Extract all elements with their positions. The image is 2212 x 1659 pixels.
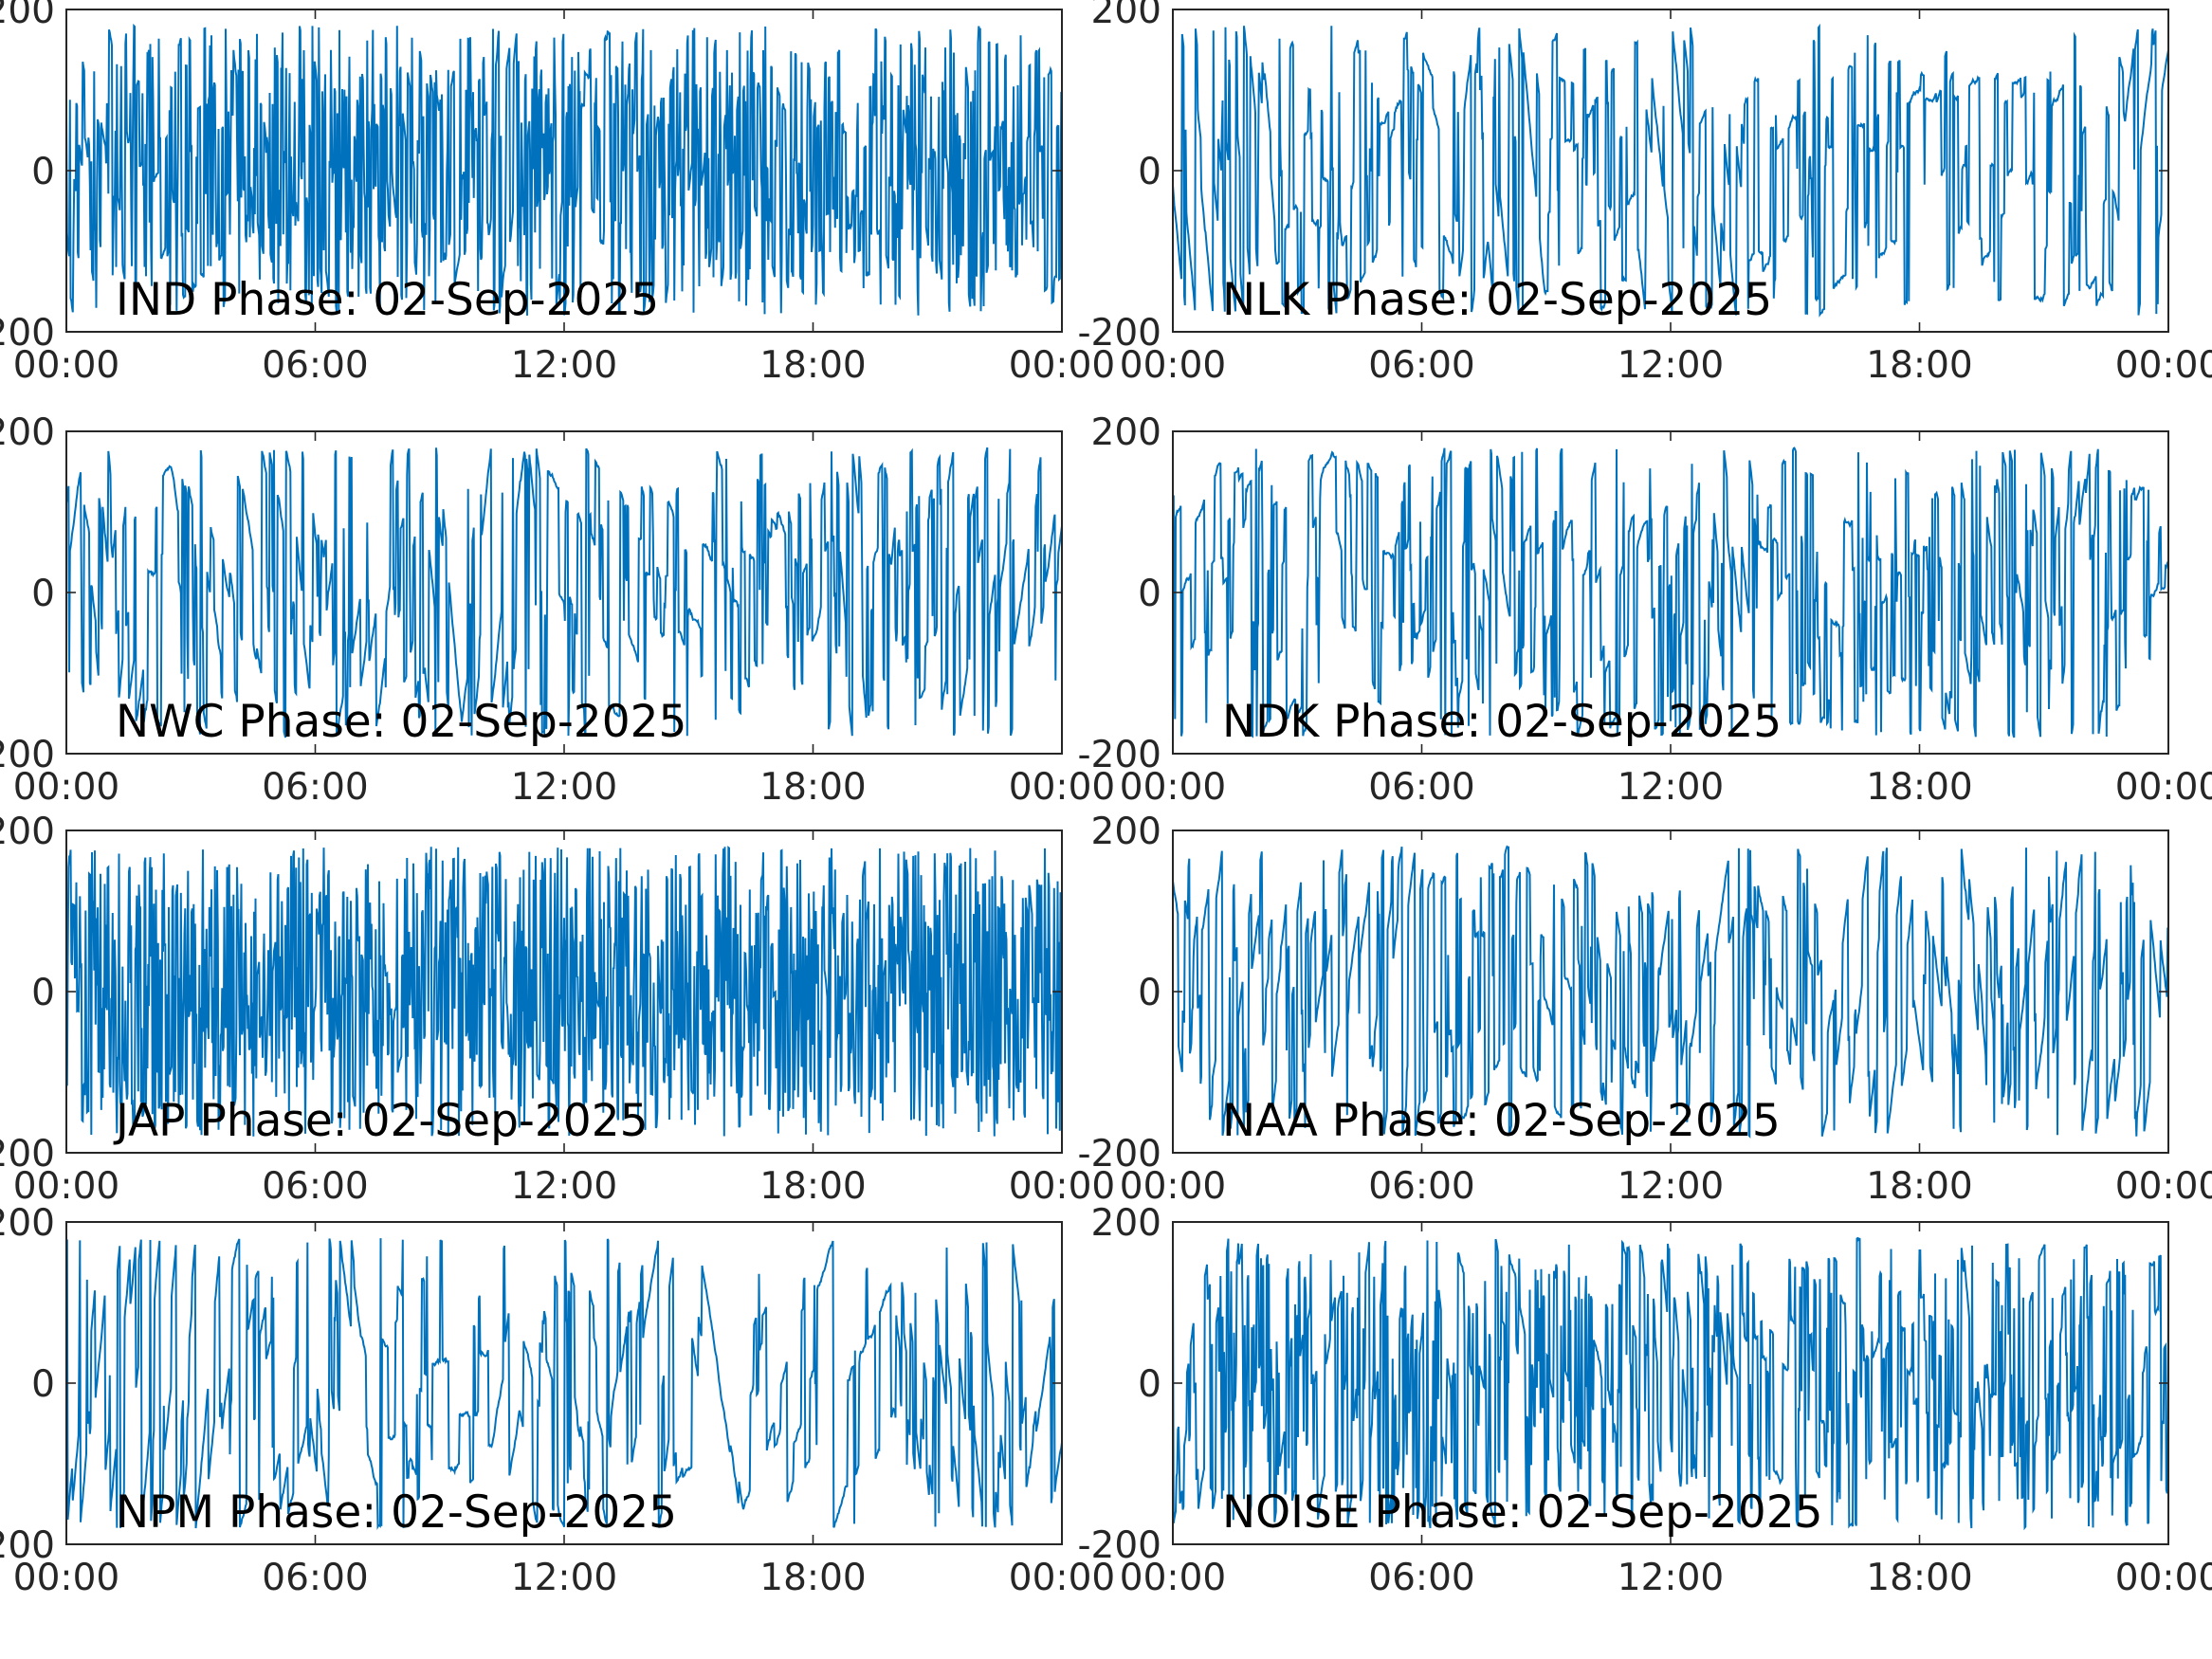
x-tick-label: 18:00: [759, 1165, 866, 1208]
y-tick-label: -200: [0, 1524, 55, 1567]
x-tick-label: 12:00: [511, 1557, 617, 1599]
series-trace-nwc: [66, 447, 1062, 738]
x-tick-label: 06:00: [262, 1165, 368, 1208]
panel-title: NPM Phase: 02-Sep-2025: [116, 1486, 677, 1539]
x-tick-label: 12:00: [1618, 344, 1724, 387]
y-tick-label: -200: [1077, 1524, 1161, 1567]
series-trace-noise: [1173, 1236, 2168, 1531]
x-tick-label: 18:00: [759, 766, 866, 809]
y-tick-label: 200: [1091, 0, 1161, 32]
x-tick-label: 00:00: [1009, 1165, 1115, 1208]
series-trace-naa: [1173, 845, 2168, 1139]
x-tick-label: 06:00: [1368, 766, 1474, 809]
y-tick-label: 0: [31, 1363, 55, 1406]
y-tick-label: 0: [1138, 1363, 1161, 1406]
x-tick-label: 06:00: [262, 1557, 368, 1599]
x-tick-label: 00:00: [13, 766, 119, 809]
series-trace-ind: [66, 23, 1062, 316]
x-tick-label: 12:00: [1618, 766, 1724, 809]
x-tick-label: 06:00: [262, 344, 368, 387]
panel-title: NDK Phase: 02-Sep-2025: [1222, 696, 1782, 748]
y-tick-label: 0: [1138, 573, 1161, 615]
x-tick-label: 00:00: [2115, 1165, 2212, 1208]
x-tick-label: 00:00: [1120, 1557, 1226, 1599]
x-tick-label: 06:00: [1368, 1165, 1474, 1208]
y-tick-label: 200: [1091, 811, 1161, 853]
x-tick-label: 00:00: [1009, 1557, 1115, 1599]
y-tick-label: -200: [0, 312, 55, 355]
y-tick-label: 200: [0, 811, 55, 853]
y-tick-label: -200: [1077, 1133, 1161, 1176]
x-tick-label: 12:00: [511, 1165, 617, 1208]
x-tick-label: 12:00: [511, 766, 617, 809]
y-tick-label: -200: [0, 1133, 55, 1176]
panel-title: NLK Phase: 02-Sep-2025: [1222, 274, 1772, 326]
series-trace-ndk: [1173, 447, 2168, 738]
y-tick-label: 200: [0, 411, 55, 454]
series-trace-npm: [66, 1238, 1062, 1530]
x-tick-label: 00:00: [13, 1557, 119, 1599]
x-tick-label: 18:00: [759, 344, 866, 387]
x-tick-label: 00:00: [1009, 766, 1115, 809]
x-tick-label: 00:00: [2115, 1557, 2212, 1599]
y-tick-label: 0: [31, 573, 55, 615]
panel-title: NWC Phase: 02-Sep-2025: [116, 696, 686, 748]
y-tick-label: -200: [1077, 734, 1161, 776]
x-tick-label: 00:00: [1120, 344, 1226, 387]
x-tick-label: 00:00: [13, 344, 119, 387]
x-tick-label: 00:00: [1120, 1165, 1226, 1208]
x-tick-label: 00:00: [1009, 344, 1115, 387]
x-tick-label: 00:00: [2115, 344, 2212, 387]
series-trace-nlk: [1173, 23, 2168, 318]
y-tick-label: 0: [31, 972, 55, 1014]
y-tick-label: 200: [1091, 411, 1161, 454]
y-tick-label: 200: [0, 1202, 55, 1245]
x-tick-label: 12:00: [511, 344, 617, 387]
y-tick-label: 0: [1138, 972, 1161, 1014]
y-tick-label: -200: [1077, 312, 1161, 355]
x-tick-label: 06:00: [1368, 1557, 1474, 1599]
panel-title: IND Phase: 02-Sep-2025: [116, 274, 659, 326]
x-tick-label: 06:00: [262, 766, 368, 809]
x-tick-label: 18:00: [1866, 344, 1972, 387]
x-tick-label: 18:00: [1866, 1557, 1972, 1599]
panel-title: JAP Phase: 02-Sep-2025: [113, 1095, 649, 1147]
y-tick-label: -200: [0, 734, 55, 776]
y-tick-label: 200: [1091, 1202, 1161, 1245]
y-tick-label: 0: [1138, 151, 1161, 193]
x-tick-label: 00:00: [1120, 766, 1226, 809]
x-tick-label: 18:00: [1866, 1165, 1972, 1208]
x-tick-label: 06:00: [1368, 344, 1474, 387]
series-trace-jap: [66, 846, 1062, 1137]
x-tick-label: 00:00: [13, 1165, 119, 1208]
y-tick-label: 200: [0, 0, 55, 32]
x-tick-label: 00:00: [2115, 766, 2212, 809]
panel-title: NAA Phase: 02-Sep-2025: [1222, 1095, 1781, 1147]
x-tick-label: 12:00: [1618, 1165, 1724, 1208]
y-tick-label: 0: [31, 151, 55, 193]
panel-title: NOISE Phase: 02-Sep-2025: [1222, 1486, 1823, 1539]
x-tick-label: 18:00: [759, 1557, 866, 1599]
x-tick-label: 18:00: [1866, 766, 1972, 809]
x-tick-label: 12:00: [1618, 1557, 1724, 1599]
